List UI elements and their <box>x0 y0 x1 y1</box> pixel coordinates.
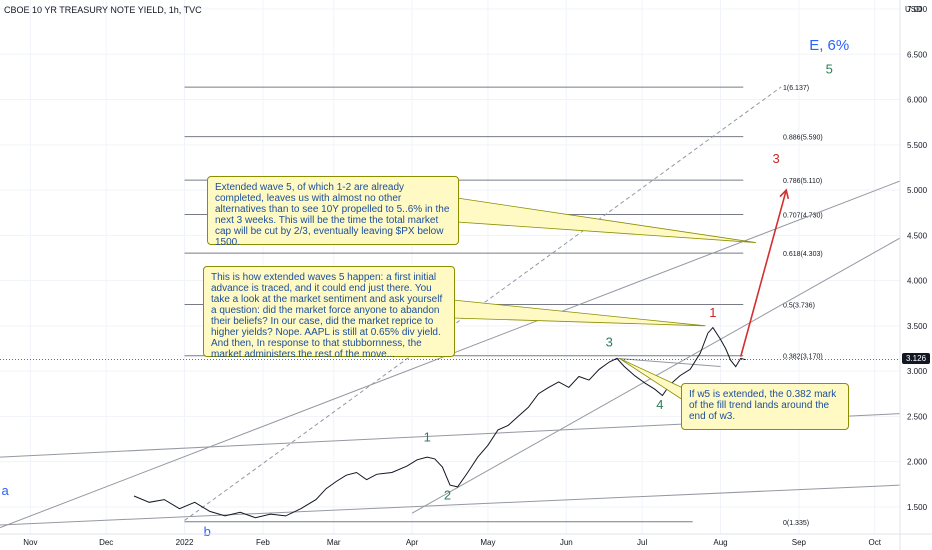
note-extended-waves-explanation: This is how extended waves 5 happen: a f… <box>203 266 455 360</box>
y-tick-label: 4.500 <box>907 231 928 240</box>
y-tick-label: 1.500 <box>907 503 928 512</box>
x-tick-label: Jun <box>560 538 573 547</box>
y-tick-label: 6.500 <box>907 50 928 59</box>
price-line <box>133 326 746 519</box>
fibonacci-levels: 1(6.137) 0.886(5.590) 0.786(5.110) 0.707(4.… <box>184 85 823 527</box>
price-series <box>0 326 900 519</box>
y-tick-label: 5.000 <box>907 186 928 195</box>
x-tick-label: 2022 <box>176 538 194 547</box>
fib-level-label: 0(1.335) <box>783 520 809 527</box>
note-w5-extension: If w5 is extended, the 0.382 mark of the… <box>681 383 849 430</box>
currency-label: USD <box>905 5 922 14</box>
fib-level-label: 0.886(5.590) <box>783 135 823 142</box>
x-tick-label: Dec <box>99 538 113 547</box>
fib-level-label: 0.707(4.730) <box>783 213 823 220</box>
wave-label: 4 <box>656 397 663 412</box>
fib-level-label: 0.618(4.303) <box>783 251 823 258</box>
last-price-badge: 3.126 <box>902 353 931 364</box>
wave-label: E, 6% <box>809 37 849 54</box>
wave-label: 2 <box>444 488 451 503</box>
fib-level-label: 1(6.137) <box>783 85 809 92</box>
x-tick-label: Oct <box>868 538 881 547</box>
trend-line <box>616 357 721 368</box>
trend-line <box>0 484 901 526</box>
price-axis[interactable]: 7.000 6.500 6.000 5.500 5.000 4.500 4.000 3.500… <box>907 5 928 512</box>
y-tick-label: 4.000 <box>907 277 928 286</box>
x-tick-label: Aug <box>713 538 727 547</box>
fib-level-label: 0.382(3.170) <box>783 354 823 361</box>
wave-labels: a b 1 2 3 4 1 3 E, 6% 5 <box>1 37 849 539</box>
y-tick-label: 3.500 <box>907 322 928 331</box>
wave-label: 5 <box>826 61 833 76</box>
x-tick-label: Nov <box>23 538 37 547</box>
fib-level-label: 0.5(3.736) <box>783 302 815 309</box>
wave-label: 1 <box>424 430 431 445</box>
projection-arrow <box>739 188 790 357</box>
x-tick-label: May <box>480 538 495 547</box>
wave-label: 3 <box>773 151 780 166</box>
y-tick-label: 5.500 <box>907 141 928 150</box>
note-extended-wave: Extended wave 5, of which 1-2 are alread… <box>207 176 459 248</box>
time-axis[interactable]: Nov Dec 2022 Feb Mar Apr May Jun Jul Aug Sep Oct <box>23 538 881 547</box>
x-tick-label: Mar <box>327 538 341 547</box>
wave-label: 3 <box>606 335 613 350</box>
fib-level-label: 0.786(5.110) <box>783 178 822 185</box>
x-tick-label: Sep <box>792 538 807 547</box>
y-tick-label: 6.000 <box>907 96 928 105</box>
wave-label: b <box>204 524 211 539</box>
y-tick-label: 2.000 <box>907 458 928 467</box>
projection-arrow-line <box>739 189 788 357</box>
projection-arrow-head <box>779 188 790 200</box>
y-tick-label: 7.000 <box>907 5 928 14</box>
wave-label: 1 <box>709 305 716 320</box>
trend-line <box>184 86 782 521</box>
chart-title: CBOE 10 YR TREASURY NOTE YIELD, 1h, TVC <box>4 5 202 15</box>
wave-label: a <box>1 483 9 498</box>
x-tick-label: Feb <box>256 538 270 547</box>
y-tick-label: 2.500 <box>907 412 928 421</box>
y-tick-label: 3.000 <box>907 367 928 376</box>
x-tick-label: Apr <box>406 538 419 547</box>
x-tick-label: Jul <box>637 538 647 547</box>
